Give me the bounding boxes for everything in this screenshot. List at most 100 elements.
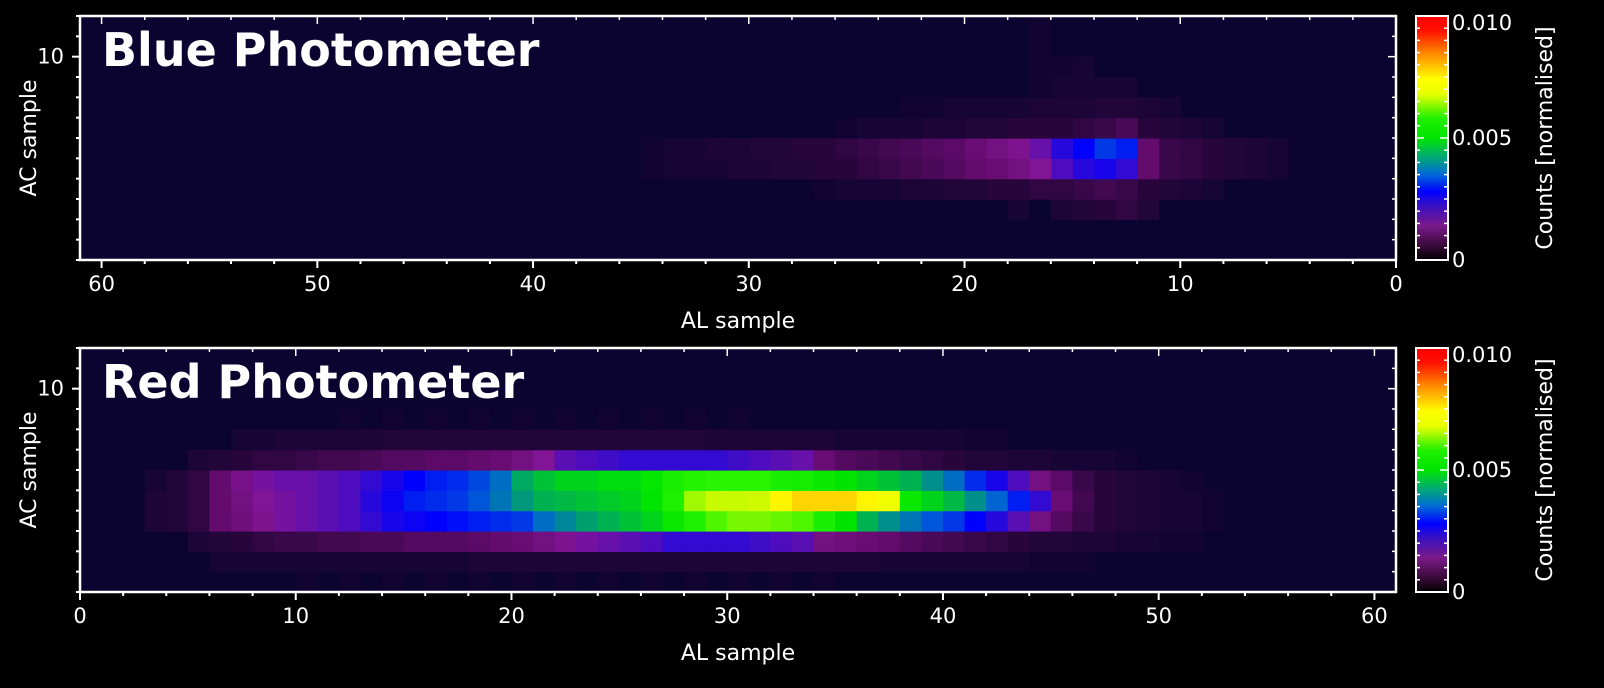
heatmap-cell	[187, 449, 211, 471]
heatmap-cell	[1115, 178, 1138, 200]
heatmap-cell	[727, 429, 750, 451]
heatmap-cell	[942, 138, 966, 159]
heatmap-cell	[878, 449, 901, 471]
heatmap-cell	[942, 449, 966, 471]
heatmap-cell	[1115, 158, 1138, 180]
heatmap-cell	[640, 571, 664, 593]
heatmap-cell	[964, 158, 987, 180]
heatmap-cell	[1158, 158, 1181, 180]
heatmap-cell	[1180, 490, 1203, 512]
heatmap-cell	[446, 551, 469, 573]
heatmap-cell	[640, 409, 664, 430]
x-tick-label: 20	[498, 604, 525, 628]
heatmap-cell	[1072, 138, 1095, 159]
heatmap-cell	[705, 470, 728, 491]
heatmap-cell	[1072, 56, 1095, 78]
heatmap-cell	[986, 117, 1009, 139]
heatmap-cell	[1180, 470, 1203, 491]
heatmap-cell	[576, 470, 599, 491]
heatmap-cell	[813, 571, 836, 593]
heatmap-cell	[1201, 117, 1225, 139]
heatmap-cell	[791, 158, 815, 180]
heatmap-cell	[964, 470, 987, 491]
heatmap-cell	[576, 531, 599, 552]
heatmap-cell	[705, 449, 728, 471]
heatmap-cell	[878, 138, 901, 159]
heatmap-cell	[878, 551, 901, 573]
heatmap-cell	[986, 551, 1009, 573]
heatmap-cell	[338, 409, 362, 430]
heatmap-cell	[274, 510, 297, 532]
colorbar-tick-label: 0	[1452, 248, 1465, 272]
heatmap-cell	[1137, 470, 1160, 491]
heatmap-cell	[684, 470, 707, 491]
heatmap-cell	[554, 470, 577, 491]
heatmap-cell	[382, 449, 405, 471]
heatmap-cell	[899, 470, 922, 491]
heatmap-cell	[1223, 158, 1246, 180]
heatmap-cell	[446, 490, 469, 512]
heatmap-cell	[684, 510, 707, 532]
heatmap-cell	[274, 449, 297, 471]
heatmap-cell	[942, 97, 966, 119]
heatmap-cell	[942, 158, 966, 180]
heatmap-cell	[425, 531, 448, 552]
heatmap-cell	[360, 429, 383, 451]
heatmap-cell	[1007, 97, 1030, 119]
heatmap-cell	[554, 531, 577, 552]
heatmap-cell	[899, 97, 922, 119]
heatmap-cell	[662, 429, 685, 451]
heatmap-cell	[986, 429, 1009, 451]
heatmap-cell	[360, 490, 383, 512]
heatmap-cell	[1029, 490, 1052, 512]
heatmap-cell	[576, 429, 599, 451]
heatmap-cell	[338, 571, 362, 593]
heatmap-cell	[921, 97, 944, 119]
heatmap-cell	[791, 531, 815, 552]
heatmap-cell	[1072, 470, 1095, 491]
heatmap-cell	[921, 531, 944, 552]
heatmap-cell	[705, 551, 728, 573]
heatmap-cell	[640, 531, 664, 552]
heatmap-cell	[468, 510, 491, 532]
heatmap-cell	[813, 158, 836, 180]
heatmap-cell	[1201, 490, 1225, 512]
heatmap-cell	[533, 510, 556, 532]
heatmap-cell	[360, 510, 383, 532]
heatmap-cell	[964, 97, 987, 119]
heatmap-cell	[684, 551, 707, 573]
heatmap-cell	[899, 490, 922, 512]
heatmap-cell	[640, 470, 664, 491]
heatmap-cell	[791, 551, 815, 573]
heatmap-cell	[317, 470, 340, 491]
heatmap-cell	[468, 449, 491, 471]
heatmap-cell	[403, 510, 426, 532]
heatmap-cell	[878, 429, 901, 451]
heatmap-cell	[856, 470, 879, 491]
heatmap-cell	[770, 429, 793, 451]
heatmap-cell	[1115, 97, 1138, 119]
heatmap-cell	[1007, 178, 1030, 200]
heatmap-cell	[899, 531, 922, 552]
heatmap-cell	[921, 551, 944, 573]
heatmap-cell	[1029, 117, 1052, 139]
heatmap-cell	[748, 510, 771, 532]
x-tick-label: 30	[735, 272, 762, 296]
heatmap-cell	[1050, 551, 1073, 573]
heatmap-cell	[1029, 36, 1052, 58]
colorbar-tick-label: 0.010	[1452, 343, 1512, 367]
heatmap-cell	[1072, 199, 1095, 220]
heatmap-cell	[231, 490, 254, 512]
heatmap-cell	[295, 551, 318, 573]
heatmap-cell	[899, 158, 922, 180]
heatmap-cell	[338, 470, 362, 491]
heatmap-cell	[511, 510, 534, 532]
heatmap-cell	[986, 158, 1009, 180]
heatmap-cell	[705, 429, 728, 451]
heatmap-cell	[554, 490, 577, 512]
heatmap-cell	[576, 449, 599, 471]
heatmap-cell	[770, 510, 793, 532]
heatmap-cell	[705, 510, 728, 532]
heatmap-cell	[1093, 490, 1117, 512]
heatmap-cell	[791, 470, 815, 491]
